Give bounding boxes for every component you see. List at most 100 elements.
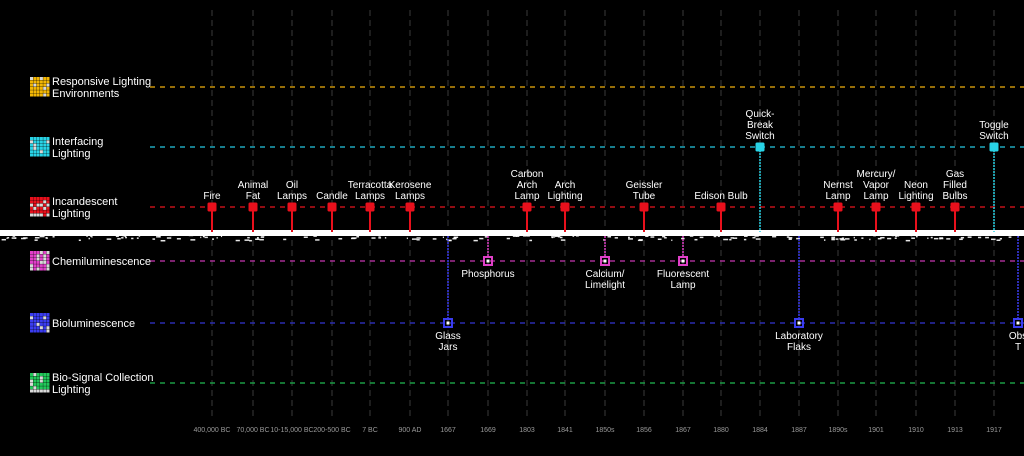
separator-noise xyxy=(169,234,172,237)
event-carbon-arch-lamp[interactable]: Carbon Arch Lamp xyxy=(511,169,544,232)
separator-noise xyxy=(720,234,725,236)
icon-pixel xyxy=(39,373,43,376)
event-label: Kerosene Lamps xyxy=(389,180,432,202)
event-marker xyxy=(600,256,610,266)
icon-pixel xyxy=(30,389,33,393)
icon-pixel xyxy=(39,80,43,84)
separator-noise xyxy=(998,232,1001,235)
separator-noise xyxy=(929,233,935,236)
separator-noise xyxy=(593,234,599,236)
icon-pixel xyxy=(36,326,40,330)
event-edison-bulb[interactable]: Edison Bulb xyxy=(694,191,748,232)
event-kerosene-lamps[interactable]: Kerosene Lamps xyxy=(389,180,432,232)
separator-noise xyxy=(244,239,250,241)
separator-noise xyxy=(887,237,892,240)
separator-noise xyxy=(88,237,90,240)
separator-noise xyxy=(973,232,977,234)
icon-pixel xyxy=(36,313,40,316)
separator-noise xyxy=(393,233,397,236)
separator-noise xyxy=(894,237,897,239)
lane-interfacing-label: Interfacing Lighting xyxy=(52,136,103,160)
event-label: Quick-Break Switch xyxy=(745,109,774,142)
icon-pixel xyxy=(43,137,47,140)
separator-noise xyxy=(235,239,240,242)
separator-noise xyxy=(877,237,882,240)
separator-noise xyxy=(575,235,579,237)
event-phosphorus[interactable]: Phosphorus xyxy=(461,236,515,280)
event-label: Laboratory Flaks xyxy=(775,331,823,353)
event-marker xyxy=(755,142,765,152)
separator-noise xyxy=(895,235,897,238)
separator-noise xyxy=(967,236,972,238)
separator-noise xyxy=(416,237,421,239)
separator-noise xyxy=(736,233,739,235)
separator-noise xyxy=(796,237,800,240)
separator-noise xyxy=(448,239,452,242)
event-glass-jars[interactable]: Glass Jars xyxy=(435,236,461,353)
lane-incandescent: Incandescent Lighting xyxy=(30,196,1024,220)
icon-pixel xyxy=(30,93,33,97)
separator-noise xyxy=(603,239,606,241)
icon-pixel xyxy=(36,200,40,204)
event-oil-lamps[interactable]: Oil Lamps xyxy=(277,180,307,232)
separator-noise xyxy=(873,234,876,237)
event-quick-break-switch[interactable]: Quick-Break Switch xyxy=(745,109,775,232)
icon-pixel xyxy=(43,206,47,210)
icon-pixel xyxy=(33,264,37,268)
icon-pixel xyxy=(43,329,47,333)
separator-noise xyxy=(820,232,825,234)
event-gas-filled-bulbs[interactable]: Gas Filled Bulbs xyxy=(942,169,968,232)
separator-noise xyxy=(883,234,886,236)
separator-noise xyxy=(421,234,424,236)
icon-pixel xyxy=(30,260,33,264)
event-obs-t[interactable]: ObsT xyxy=(1009,236,1024,353)
icon-pixel xyxy=(39,313,43,316)
separator-noise xyxy=(261,234,265,237)
event-nernst-lamp[interactable]: Nernst Lamp xyxy=(823,180,853,232)
icon-pixel xyxy=(39,83,43,87)
icon-pixel xyxy=(46,254,50,258)
icon-pixel xyxy=(36,143,40,147)
icon-pixel xyxy=(39,140,43,144)
separator-noise xyxy=(740,233,744,236)
event-terracotta-lamps[interactable]: Terracotta Lamps xyxy=(348,180,393,232)
separator-noise xyxy=(512,235,518,237)
event-laboratory-flaks[interactable]: Laboratory Flaks xyxy=(775,236,823,353)
event-candle[interactable]: Candle xyxy=(316,191,348,232)
event-fluorescent-lamp[interactable]: Fluorescent Lamp xyxy=(657,236,709,291)
lane-biosignal-label: Bio-Signal Collection Lighting xyxy=(52,372,154,396)
event-animal-fat[interactable]: Animal Fat xyxy=(238,180,269,232)
separator-noise xyxy=(394,234,398,236)
separator-noise xyxy=(446,238,448,241)
icon-pixel xyxy=(30,153,33,157)
separator-noise xyxy=(650,236,655,238)
icon-pixel xyxy=(39,267,43,271)
event-toggle-switch[interactable]: Toggle Switch xyxy=(979,120,1009,232)
icon-pixel xyxy=(30,80,33,84)
event-geissler-tube[interactable]: Geissler Tube xyxy=(626,180,663,232)
date-label: 200-500 BC xyxy=(313,427,350,434)
separator-noise xyxy=(844,238,850,240)
icon-pixel xyxy=(33,376,37,380)
event-fire[interactable]: Fire xyxy=(203,191,221,232)
event-marker-core xyxy=(1016,321,1020,325)
event-calcium-limelight[interactable]: Calcium/Limelight xyxy=(585,236,625,291)
separator-noise xyxy=(1008,236,1012,238)
icon-pixel xyxy=(46,77,50,80)
separator-noise xyxy=(86,235,88,237)
icon-pixel xyxy=(46,143,50,147)
separator-noise xyxy=(927,237,929,240)
icon-pixel xyxy=(30,213,33,217)
separator-noise xyxy=(21,237,26,240)
separator-noise xyxy=(644,233,649,236)
event-mercury-vapor-lamp[interactable]: Mercury/Vapor Lamp xyxy=(857,169,896,232)
icon-pixel xyxy=(30,379,33,383)
separator-noise xyxy=(754,235,759,237)
separator-noise xyxy=(259,238,264,241)
event-marker xyxy=(207,202,217,212)
icon-pixel xyxy=(43,80,47,84)
event-label: Nernst Lamp xyxy=(823,180,853,202)
event-neon-lighting[interactable]: Neon Lighting xyxy=(898,180,934,232)
event-arch-lighting[interactable]: Arch Lighting xyxy=(547,180,583,232)
separator-noise xyxy=(880,236,885,239)
